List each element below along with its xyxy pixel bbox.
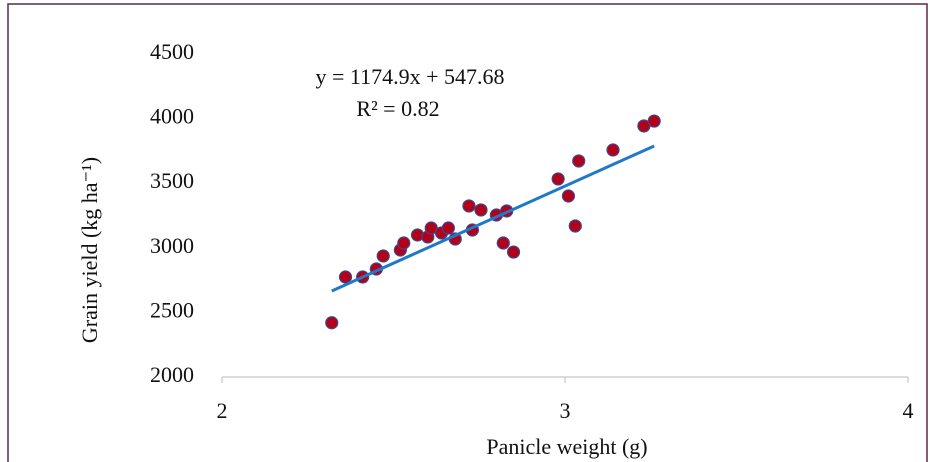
point: [506, 245, 521, 259]
point: [606, 143, 620, 157]
x-axis-title: Panicle weight (g): [486, 434, 647, 459]
point: [568, 219, 582, 233]
y-tick-label: 4000: [150, 104, 194, 129]
point: [496, 236, 510, 250]
y-tick-label: 4500: [150, 39, 194, 64]
point: [572, 154, 586, 168]
point: [376, 249, 390, 263]
point: [397, 236, 411, 250]
equation: y = 1174.9x + 547.68: [316, 64, 505, 89]
r-squared: R² = 0.82: [356, 96, 439, 121]
point: [561, 189, 576, 203]
trendline: [331, 144, 655, 293]
x-tick-label: 2: [217, 398, 228, 423]
y-tick-label: 2500: [150, 297, 194, 322]
x-tick-label: 3: [560, 398, 571, 423]
point: [551, 172, 565, 186]
point: [474, 203, 488, 217]
point: [462, 199, 476, 213]
point: [647, 114, 661, 128]
frame: [7, 3, 928, 462]
y-tick-label: 2000: [150, 362, 194, 387]
point: [325, 316, 339, 330]
point: [338, 270, 353, 284]
y-tick-label: 3500: [150, 168, 194, 193]
x-tick-label: 4: [903, 398, 914, 423]
point: [441, 221, 455, 235]
y-axis-title: Grain yield (kg ha⁻¹): [77, 157, 102, 343]
y-tick-label: 3000: [150, 233, 194, 258]
